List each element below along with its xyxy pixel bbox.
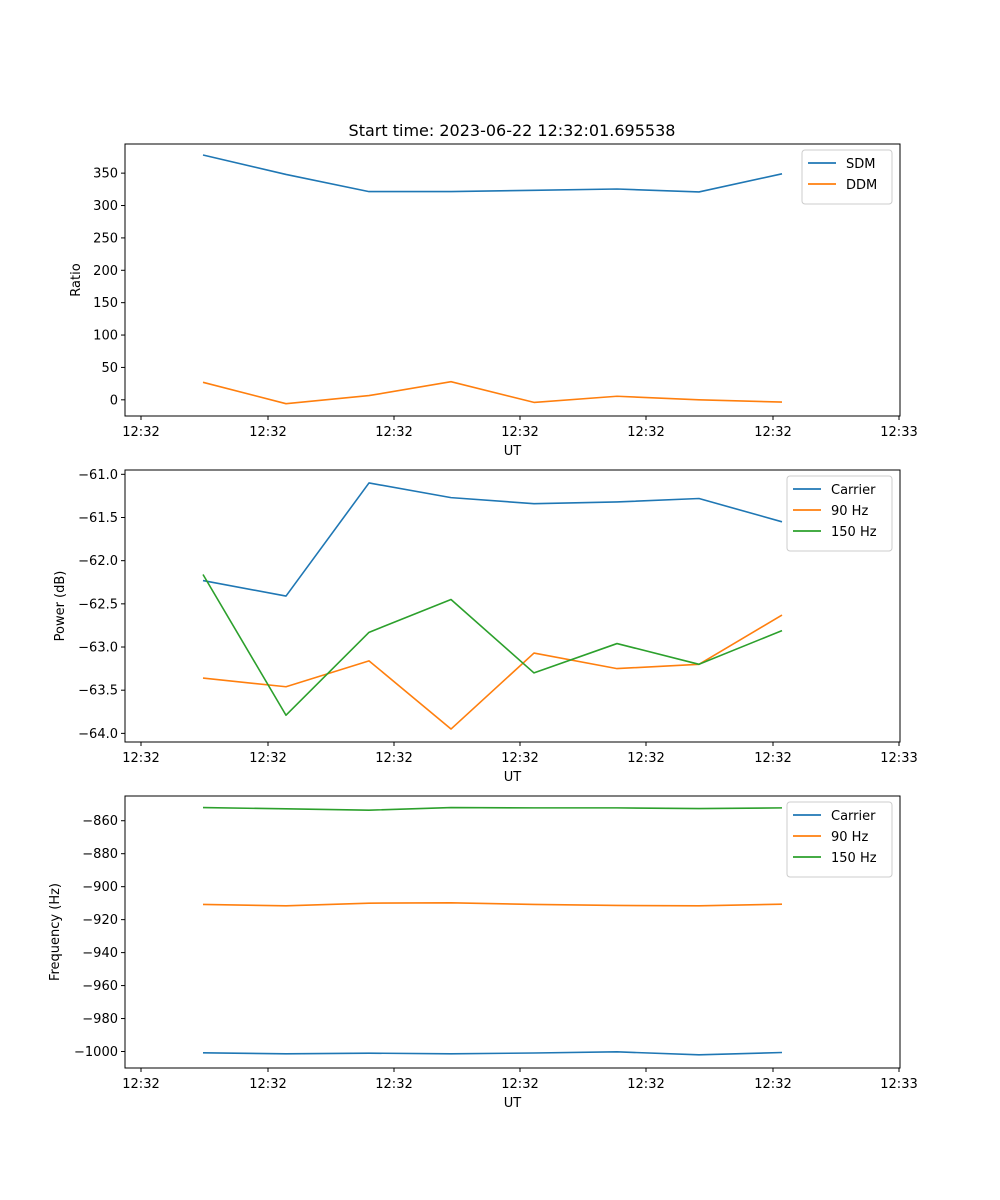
x-tick-label: 12:32 (249, 425, 286, 440)
legend-label: Carrier (831, 483, 876, 498)
plot-frame (124, 469, 901, 743)
series-line-sdm (202, 154, 783, 193)
y-tick-label: 150 (93, 296, 118, 311)
x-tick-label: 12:32 (249, 1077, 286, 1092)
x-tick-label: 12:32 (375, 425, 412, 440)
x-tick-label: 12:32 (122, 751, 159, 766)
y-tick-label: −64.0 (78, 727, 118, 742)
y-tick-label: 100 (93, 329, 118, 344)
x-tick-label: 12:32 (627, 425, 664, 440)
y-tick-label: 0 (110, 393, 118, 408)
y-tick-label: 50 (101, 361, 118, 376)
y-tick-label: 300 (93, 199, 118, 214)
y-tick-label: −980 (82, 1012, 118, 1027)
legend: SDM DDM (801, 149, 893, 205)
y-tick-label: 250 (93, 231, 118, 246)
legend-label: 90 Hz (831, 504, 868, 519)
x-tick-label: 12:32 (754, 1077, 791, 1092)
plot-frame (124, 795, 901, 1069)
legend-box (786, 475, 893, 552)
x-tick-label: 12:32 (627, 1077, 664, 1092)
legend-label: SDM (846, 157, 875, 172)
y-axis-label: Frequency (Hz) (48, 883, 63, 981)
legend-label: 90 Hz (831, 830, 868, 845)
y-tick-label: −940 (82, 946, 118, 961)
x-tick-label: 12:32 (501, 751, 538, 766)
series-line-90-hz (202, 614, 783, 730)
series-line-150-hz (202, 574, 783, 717)
y-tick-label: −63.5 (78, 684, 118, 699)
y-tick-label: 200 (93, 264, 118, 279)
x-tick-label: 12:33 (880, 751, 917, 766)
x-tick-label: 12:32 (754, 425, 791, 440)
subplot-2: −64.0 −63.5 −63.0 −62.5 −62.0 −61.5 −61.0 12:32… (53, 468, 918, 785)
x-axis-label: UT (504, 1096, 522, 1111)
x-tick-label: 12:32 (375, 1077, 412, 1092)
y-tick-label: −63.0 (78, 641, 118, 656)
x-tick-label: 12:32 (122, 425, 159, 440)
x-tick-label: 12:32 (501, 425, 538, 440)
legend-label: 150 Hz (831, 851, 877, 866)
x-tick-label: 12:32 (754, 751, 791, 766)
y-tick-label: −62.0 (78, 554, 118, 569)
legend: Carrier 90 Hz 150 Hz (786, 801, 893, 878)
x-tick-label: 12:32 (375, 751, 412, 766)
x-tick-label: 12:32 (122, 1077, 159, 1092)
x-tick-label: 12:32 (627, 751, 664, 766)
legend: Carrier 90 Hz 150 Hz (786, 475, 893, 552)
y-tick-label: 350 (93, 167, 118, 182)
y-tick-label: −900 (82, 880, 118, 895)
x-axis-label: UT (504, 444, 522, 459)
y-tick-label: −61.5 (78, 511, 118, 526)
x-tick-label: 12:33 (880, 1077, 917, 1092)
legend-box (786, 801, 893, 878)
subplots: 0 50 100 150 200 250 300 350 12:32 12:32 12:32 12:3… (48, 143, 918, 1111)
x-axis-label: UT (504, 770, 522, 785)
x-tick-label: 12:33 (880, 425, 917, 440)
subplot-1: 0 50 100 150 200 250 300 350 12:32 12:32 12:32 12:3… (69, 143, 918, 459)
chart-title: Start time: 2023-06-22 12:32:01.695538 (349, 121, 676, 140)
series-line-90-hz (202, 902, 783, 907)
y-tick-label: −62.5 (78, 597, 118, 612)
legend-label: DDM (846, 178, 877, 193)
series-line-carrier (202, 482, 783, 597)
y-tick-label: −1000 (74, 1045, 118, 1060)
series-line-ddm (202, 380, 783, 405)
y-tick-label: −61.0 (78, 468, 118, 483)
x-tick-label: 12:32 (249, 751, 286, 766)
plot-frame (124, 143, 901, 417)
y-tick-label: −860 (82, 814, 118, 829)
series-line-carrier (202, 1051, 783, 1056)
subplot-3: −1000 −980 −960 −940 −920 −900 −880 −860 12:32 12… (48, 795, 918, 1111)
series-line-150-hz (202, 806, 783, 811)
x-tick-label: 12:32 (501, 1077, 538, 1092)
legend-label: 150 Hz (831, 525, 877, 540)
legend-label: Carrier (831, 809, 876, 824)
y-axis-label: Ratio (69, 263, 84, 296)
y-tick-label: −960 (82, 979, 118, 994)
y-tick-label: −880 (82, 847, 118, 862)
y-axis-label: Power (dB) (53, 571, 68, 642)
y-tick-label: −920 (82, 913, 118, 928)
